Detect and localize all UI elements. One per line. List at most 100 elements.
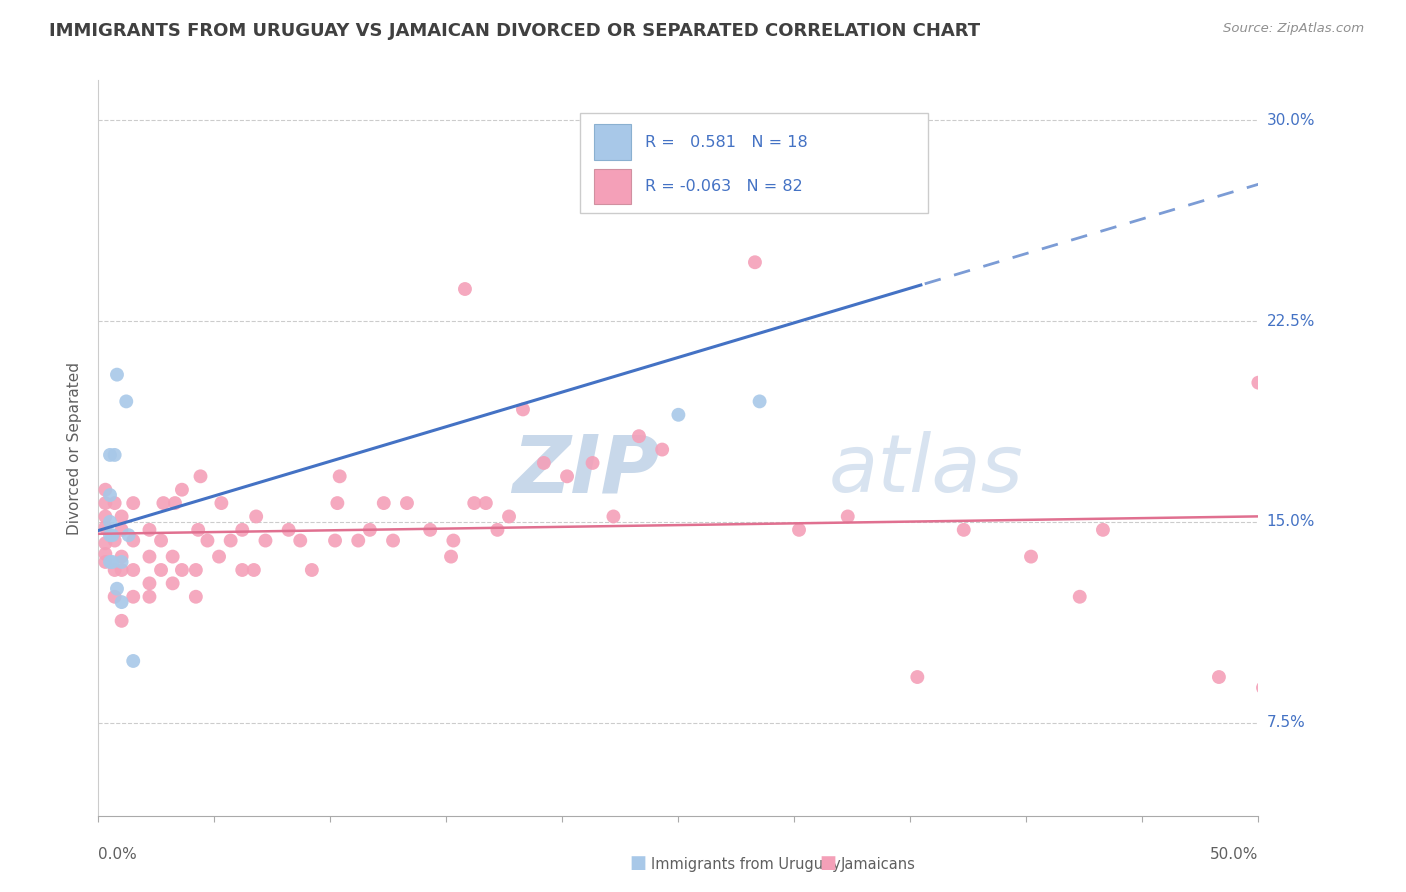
Point	[1069, 590, 1091, 604]
Point	[104, 590, 127, 604]
Point	[1019, 549, 1042, 564]
Point	[150, 533, 173, 548]
Point	[627, 429, 650, 443]
Point	[787, 523, 810, 537]
Point	[905, 670, 928, 684]
Text: 22.5%: 22.5%	[1267, 314, 1315, 328]
Point	[94, 483, 117, 497]
Point	[117, 528, 139, 542]
Text: 50.0%: 50.0%	[1211, 847, 1258, 862]
Point	[94, 509, 117, 524]
Point	[138, 523, 160, 537]
Point	[1208, 670, 1230, 684]
Point	[98, 555, 121, 569]
Point	[94, 555, 117, 569]
Point	[138, 576, 160, 591]
Text: atlas: atlas	[830, 432, 1024, 509]
Point	[152, 496, 174, 510]
Point	[104, 496, 127, 510]
Point	[104, 448, 127, 462]
Point	[98, 488, 121, 502]
Point	[98, 528, 121, 542]
Point	[441, 533, 464, 548]
Point	[837, 509, 859, 524]
Point	[395, 496, 418, 510]
Point	[111, 614, 132, 628]
Text: ■: ■	[820, 855, 837, 872]
Point	[111, 595, 132, 609]
Point	[111, 523, 132, 537]
Point	[162, 549, 184, 564]
Text: ■: ■	[630, 855, 647, 872]
Text: R = -0.063   N = 82: R = -0.063 N = 82	[645, 178, 803, 194]
Text: ZIP: ZIP	[512, 432, 659, 509]
Point	[555, 469, 578, 483]
Point	[170, 563, 193, 577]
Point	[122, 563, 145, 577]
Point	[245, 509, 267, 524]
Point	[115, 394, 138, 409]
Text: 7.5%: 7.5%	[1267, 715, 1305, 730]
Point	[184, 590, 207, 604]
Point	[94, 536, 117, 550]
Point	[150, 563, 173, 577]
Point	[231, 523, 253, 537]
Point	[219, 533, 242, 548]
Point	[382, 533, 405, 548]
Point	[952, 523, 974, 537]
Point	[744, 255, 766, 269]
Point	[94, 547, 117, 561]
Point	[187, 523, 209, 537]
Point	[419, 523, 441, 537]
Point	[1251, 681, 1274, 695]
Point	[111, 563, 132, 577]
Text: 0.0%: 0.0%	[98, 847, 138, 862]
Text: 30.0%: 30.0%	[1267, 113, 1315, 128]
Point	[666, 408, 689, 422]
Point	[138, 549, 160, 564]
Point	[277, 523, 299, 537]
Point	[163, 496, 186, 510]
Point	[111, 549, 132, 564]
Point	[122, 654, 145, 668]
Point	[197, 533, 219, 548]
Point	[911, 180, 934, 194]
Point	[602, 509, 624, 524]
Point	[162, 576, 184, 591]
Point	[105, 582, 128, 596]
Point	[101, 528, 124, 542]
Point	[651, 442, 673, 457]
Point	[498, 509, 520, 524]
Point	[290, 533, 312, 548]
Point	[347, 533, 370, 548]
Point	[581, 456, 603, 470]
Point	[122, 496, 145, 510]
Point	[111, 509, 132, 524]
Y-axis label: Divorced or Separated: Divorced or Separated	[67, 362, 83, 534]
Point	[98, 448, 121, 462]
Point	[101, 555, 124, 569]
Point	[209, 496, 232, 510]
FancyBboxPatch shape	[579, 113, 928, 213]
Point	[329, 469, 352, 483]
Point	[94, 520, 117, 534]
Text: Jamaicans: Jamaicans	[841, 857, 915, 872]
Point	[748, 394, 770, 409]
Point	[94, 496, 117, 510]
Point	[98, 515, 121, 529]
Point	[104, 563, 127, 577]
Point	[301, 563, 323, 577]
Text: R =   0.581   N = 18: R = 0.581 N = 18	[645, 135, 807, 150]
Point	[138, 590, 160, 604]
Point	[122, 533, 145, 548]
Point	[373, 496, 395, 510]
Point	[1091, 523, 1114, 537]
Bar	[593, 124, 631, 160]
Point	[440, 549, 463, 564]
Point	[170, 483, 193, 497]
Point	[184, 563, 207, 577]
Point	[104, 533, 127, 548]
Point	[1247, 376, 1270, 390]
Point	[105, 368, 128, 382]
Text: IMMIGRANTS FROM URUGUAY VS JAMAICAN DIVORCED OR SEPARATED CORRELATION CHART: IMMIGRANTS FROM URUGUAY VS JAMAICAN DIVO…	[49, 22, 980, 40]
